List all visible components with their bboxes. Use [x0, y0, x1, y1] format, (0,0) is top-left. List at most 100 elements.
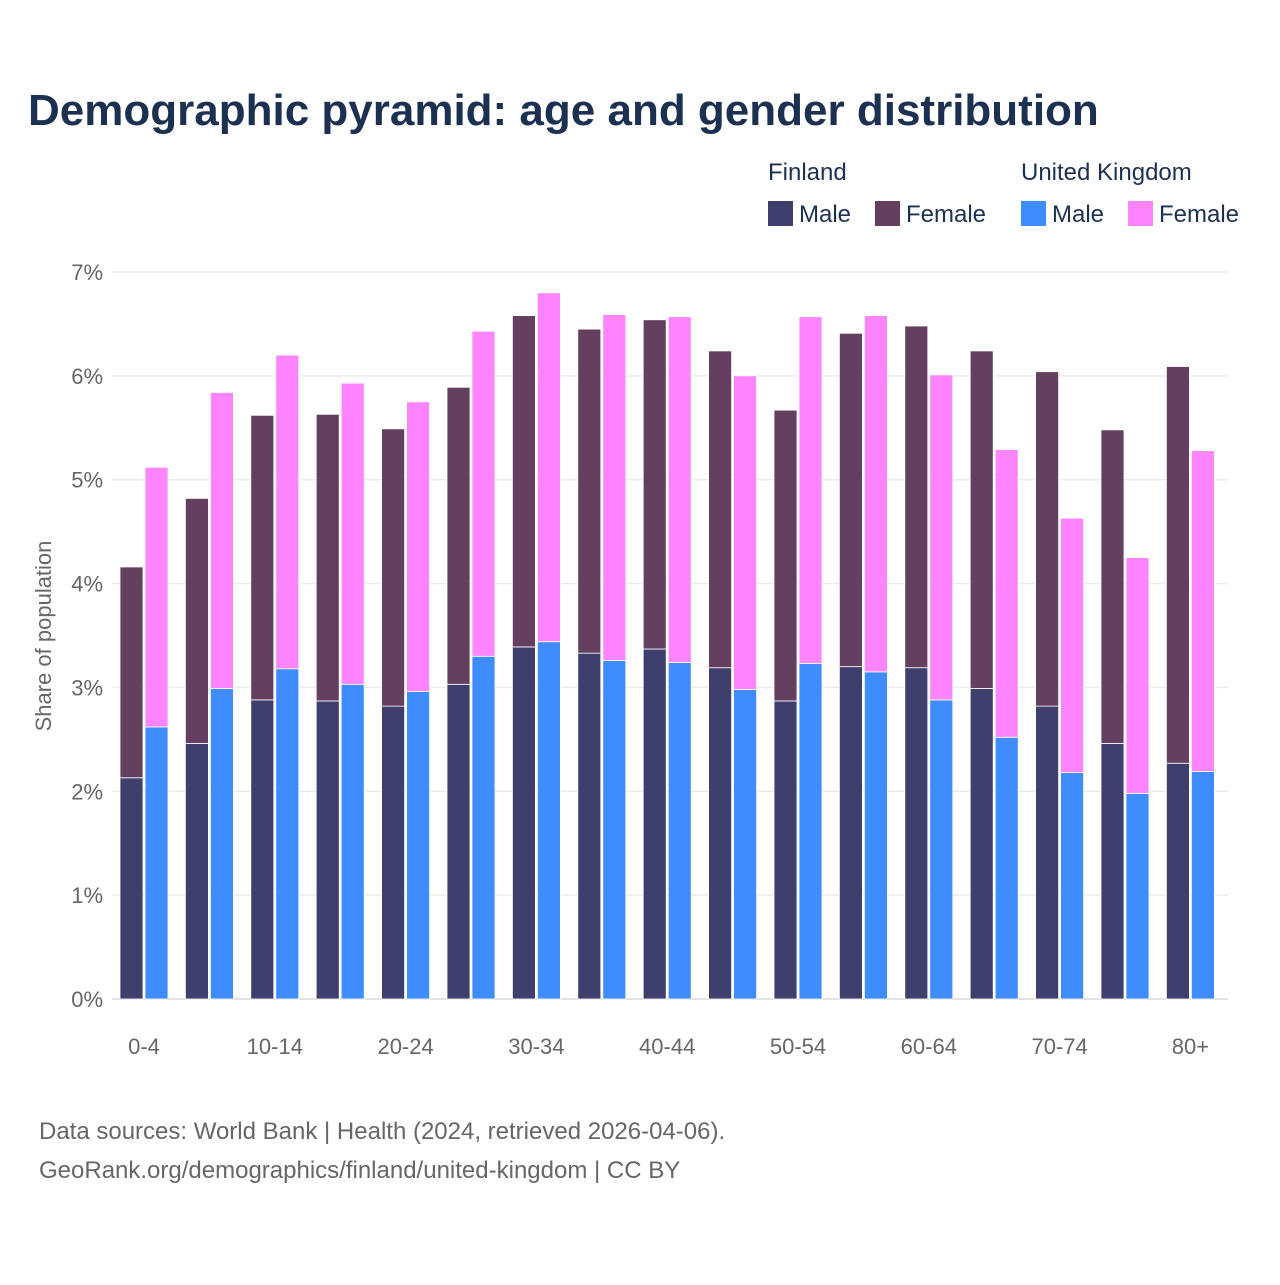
y-tick-label: 7%	[71, 260, 103, 285]
bar-united-kingdom-female	[275, 354, 300, 670]
bar-finland-female	[773, 409, 798, 702]
bar-united-kingdom-male	[209, 688, 234, 1000]
legend-swatch	[768, 201, 793, 226]
bar-united-kingdom-female	[537, 292, 561, 643]
bar-finland-male	[969, 688, 994, 1000]
bar-finland-male	[839, 666, 863, 1000]
bar-united-kingdom-female	[471, 330, 496, 657]
bar-finland-male	[1100, 743, 1125, 1000]
bar-finland-female	[315, 413, 340, 702]
y-tick-label: 1%	[71, 883, 103, 908]
bar-finland-female	[1166, 366, 1190, 764]
x-tick-label: 50-54	[770, 1034, 826, 1059]
legend-label: Male	[799, 201, 851, 228]
x-tick-label: 40-44	[639, 1034, 695, 1059]
bar-finland-male	[512, 646, 536, 1000]
bar-united-kingdom-male	[275, 668, 300, 1000]
y-tick-label: 6%	[71, 364, 103, 389]
bar-group-15-19	[315, 382, 365, 1000]
legend-swatch	[1128, 201, 1153, 226]
x-tick-label: 70-74	[1031, 1034, 1087, 1059]
chart-title: Demographic pyramid: age and gender dist…	[28, 86, 1099, 135]
bar-group-25-29	[446, 330, 496, 1000]
legend-swatch	[875, 201, 900, 226]
bar-united-kingdom-female	[144, 466, 169, 728]
bar-united-kingdom-female	[340, 382, 365, 685]
bar-united-kingdom-female	[1060, 517, 1084, 773]
bar-finland-male	[1035, 705, 1059, 1000]
x-tick-label: 0-4	[128, 1034, 160, 1059]
y-axis-label: Share of population	[31, 541, 56, 732]
x-axis-ticks: 0-4 10-14 20-24 30-34 40-44 50-54 60-64 70-74 80…	[128, 1034, 1209, 1059]
bar-group-45-49	[708, 350, 757, 1000]
bar-finland-female	[184, 498, 209, 744]
bar-united-kingdom-male	[864, 671, 888, 1000]
bar-united-kingdom-female	[209, 392, 234, 689]
bar-united-kingdom-male	[733, 689, 757, 1000]
bar-united-kingdom-male	[1125, 792, 1150, 1000]
bar-united-kingdom-male	[667, 662, 692, 1000]
bar-finland-female	[969, 350, 994, 689]
bar-group-70-74	[1035, 371, 1084, 1000]
bar-united-kingdom-male	[1060, 772, 1084, 1000]
bar-united-kingdom-male	[929, 699, 954, 1000]
bar-united-kingdom-female	[864, 315, 888, 673]
footer-sources: Data sources: World Bank | Health (2024,…	[39, 1118, 725, 1145]
bar-finland-female	[381, 428, 406, 707]
bar-group-40-44	[642, 316, 692, 1000]
x-tick-label: 10-14	[247, 1034, 303, 1059]
y-tick-label: 5%	[71, 468, 103, 493]
legend-group-title: United Kingdom	[1021, 159, 1192, 186]
bar-group-10-14	[250, 354, 300, 1000]
bar-united-kingdom-male	[602, 660, 627, 1000]
bar-united-kingdom-female	[1125, 557, 1150, 794]
legend-label: Male	[1052, 201, 1104, 228]
bar-finland-male	[446, 683, 471, 1000]
bar-united-kingdom-male	[144, 726, 169, 1000]
bar-united-kingdom-female	[994, 449, 1019, 738]
bar-united-kingdom-female	[798, 316, 823, 664]
bar-group-5-9	[184, 392, 234, 1000]
bar-finland-male	[250, 699, 275, 1000]
bar-finland-female	[904, 325, 929, 669]
bar-united-kingdom-male	[1191, 771, 1215, 1000]
bar-finland-male	[184, 743, 209, 1000]
legend-group-title: Finland	[768, 159, 847, 186]
bar-united-kingdom-female	[1191, 450, 1215, 772]
bar-finland-female	[1035, 371, 1059, 707]
y-tick-label: 4%	[71, 572, 103, 597]
bar-united-kingdom-female	[733, 375, 757, 690]
bar-finland-male	[381, 705, 406, 1000]
bar-united-kingdom-female	[929, 374, 954, 701]
bar-finland-female	[642, 319, 667, 650]
bar-finland-male	[1166, 762, 1190, 1000]
legend: Finland Male Female United Kingdom Male Femal…	[768, 159, 1239, 228]
footer-url[interactable]: GeoRank.org/demographics/finland/united-…	[39, 1157, 680, 1184]
bar-finland-female	[512, 315, 536, 648]
legend-swatch	[1021, 201, 1046, 226]
bar-group-80+	[1166, 366, 1215, 1000]
bar-group-50-54	[773, 316, 823, 1000]
legend-label: Female	[906, 201, 986, 228]
bar-group-30-34	[512, 292, 561, 1000]
bar-united-kingdom-male	[340, 683, 365, 1000]
y-tick-label: 2%	[71, 779, 103, 804]
bar-finland-male	[642, 648, 667, 1000]
bar-finland-male	[577, 652, 602, 1000]
y-tick-label: 3%	[71, 675, 103, 700]
x-tick-label: 30-34	[508, 1034, 564, 1059]
bar-finland-male	[904, 667, 929, 1000]
bar-finland-male	[708, 667, 732, 1000]
bar-group-60-64	[904, 325, 954, 1000]
bars	[119, 292, 1215, 1000]
bar-finland-female	[1100, 429, 1125, 744]
bar-united-kingdom-male	[471, 655, 496, 1000]
bar-group-0-4	[119, 466, 169, 1000]
bar-finland-female	[708, 350, 732, 669]
legend-label: Female	[1159, 201, 1239, 228]
bar-finland-male	[773, 700, 798, 1000]
bar-united-kingdom-female	[406, 401, 431, 692]
bar-finland-male	[119, 777, 144, 1000]
bar-united-kingdom-female	[667, 316, 692, 663]
